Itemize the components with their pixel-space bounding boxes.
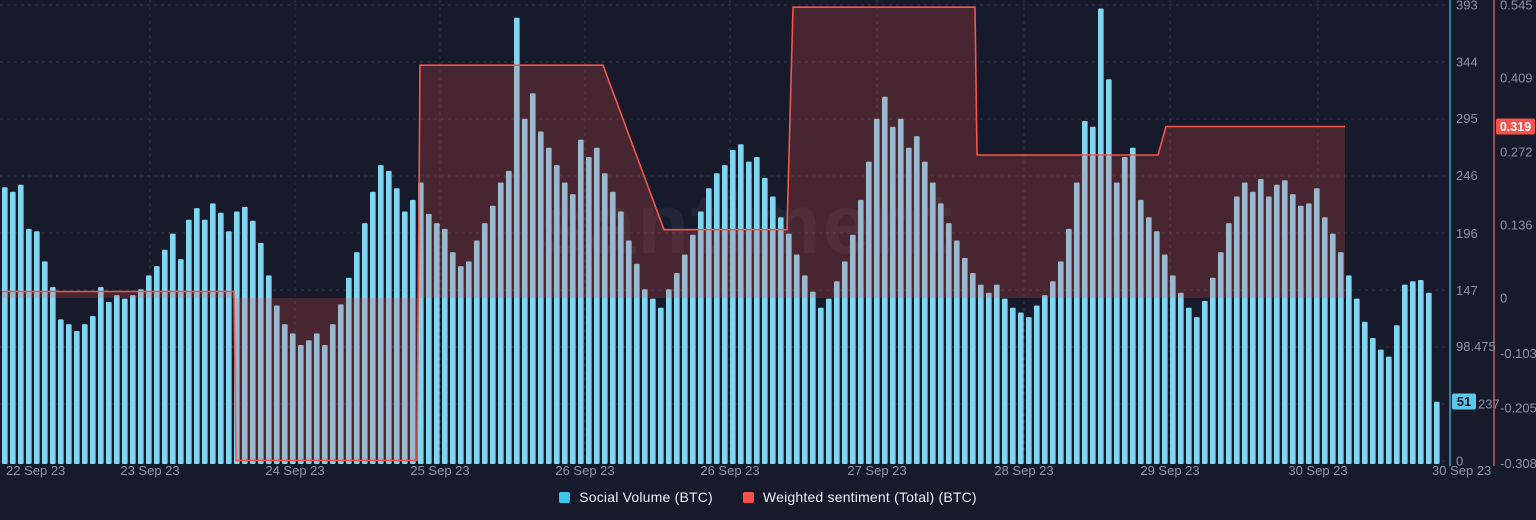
svg-text:-0.308: -0.308: [1500, 456, 1536, 471]
svg-text:147: 147: [1456, 283, 1478, 298]
svg-text:0.136: 0.136: [1500, 217, 1533, 232]
svg-text:28 Sep 23: 28 Sep 23: [994, 463, 1053, 478]
svg-text:26 Sep 23: 26 Sep 23: [700, 463, 759, 478]
legend-label-weighted-sentiment: Weighted sentiment (Total) (BTC): [762, 489, 977, 505]
svg-text:24 Sep 23: 24 Sep 23: [265, 463, 324, 478]
svg-text:237: 237: [1478, 396, 1500, 411]
svg-text:295: 295: [1456, 111, 1478, 126]
svg-text:23 Sep 23: 23 Sep 23: [120, 463, 179, 478]
svg-text:196: 196: [1456, 226, 1478, 241]
sentiment-area-fill: [2, 7, 1345, 461]
sentiment-current-badge: [1496, 118, 1535, 135]
svg-text:-0.205: -0.205: [1500, 401, 1536, 416]
svg-text:0: 0: [1500, 291, 1507, 306]
svg-text:0: 0: [1456, 454, 1463, 469]
sentiment-axis-ticks: 0.545 0.409 0.272 0.136 0 -0.103 -0.205 -0.308: [1500, 0, 1536, 471]
svg-text:30 Sep 23: 30 Sep 23: [1288, 463, 1347, 478]
legend-item-weighted-sentiment[interactable]: Weighted sentiment (Total) (BTC): [742, 489, 977, 505]
legend-item-social-volume[interactable]: Social Volume (BTC): [559, 489, 713, 505]
weighted-sentiment-swatch: [742, 491, 754, 503]
svg-text:25 Sep 23: 25 Sep 23: [410, 463, 469, 478]
legend: Social Volume (BTC) Weighted sentiment (…: [0, 489, 1536, 505]
svg-text:98.475: 98.475: [1456, 339, 1496, 354]
svg-text:29 Sep 23: 29 Sep 23: [1140, 463, 1199, 478]
volume-axis-ticks: 393 344 295 246 196 147 98.475 237 0: [1456, 0, 1500, 469]
volume-current-badge: [1452, 393, 1476, 410]
svg-text:30 Sep 23: 30 Sep 23: [1432, 463, 1491, 478]
svg-text:0.272: 0.272: [1500, 144, 1533, 159]
svg-text:246: 246: [1456, 168, 1478, 183]
legend-label-social-volume: Social Volume (BTC): [579, 489, 713, 505]
sentiment-line: [2, 6, 1345, 462]
svg-text:-0.103: -0.103: [1500, 346, 1536, 361]
svg-text:22 Sep 23: 22 Sep 23: [6, 463, 65, 478]
social-volume-swatch: [559, 491, 571, 503]
svg-text:26 Sep 23: 26 Sep 23: [555, 463, 614, 478]
volume-current-badge-label: 51: [1457, 394, 1471, 409]
svg-text:0.545: 0.545: [1500, 0, 1533, 13]
x-axis-labels: 22 Sep 23 23 Sep 23 24 Sep 23 25 Sep 23 26 S…: [6, 463, 1491, 478]
svg-text:27 Sep 23: 27 Sep 23: [847, 463, 906, 478]
social-volume-bars[interactable]: [2, 8, 1440, 465]
sentiment-current-badge-label: 0.319: [1500, 120, 1531, 134]
svg-text:393: 393: [1456, 0, 1478, 13]
svg-text:344: 344: [1456, 54, 1478, 69]
svg-text:0.409: 0.409: [1500, 71, 1533, 86]
